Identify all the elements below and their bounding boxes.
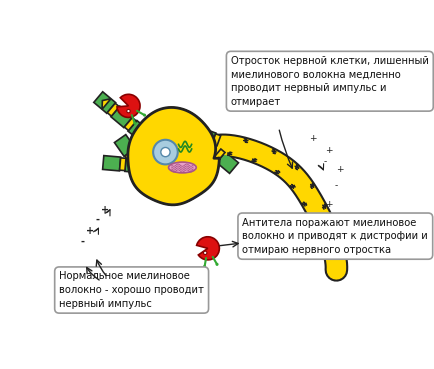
Polygon shape xyxy=(148,134,166,154)
Text: +: + xyxy=(325,200,332,209)
Circle shape xyxy=(143,114,146,117)
Text: Антитела поражают миелиновое
волокно и приводят к дистрофии и
отмираю нервного о: Антитела поражают миелиновое волокно и п… xyxy=(243,218,428,255)
Polygon shape xyxy=(212,134,221,146)
Polygon shape xyxy=(127,153,148,175)
Circle shape xyxy=(161,148,170,157)
Polygon shape xyxy=(188,170,202,178)
Polygon shape xyxy=(154,155,172,175)
Polygon shape xyxy=(107,103,119,116)
Polygon shape xyxy=(102,156,121,171)
Polygon shape xyxy=(125,158,143,173)
Polygon shape xyxy=(138,167,151,179)
Wedge shape xyxy=(117,94,140,117)
Polygon shape xyxy=(140,171,161,193)
Polygon shape xyxy=(213,149,225,162)
Polygon shape xyxy=(184,175,201,195)
Polygon shape xyxy=(128,107,220,205)
Text: +: + xyxy=(336,165,344,174)
Polygon shape xyxy=(159,172,172,180)
Text: Нормальное миелиновое
волокно - хорошо проводит
нервный импульс: Нормальное миелиновое волокно - хорошо п… xyxy=(59,272,204,308)
Polygon shape xyxy=(102,99,111,109)
Text: -: - xyxy=(335,181,338,190)
Text: +: + xyxy=(325,146,332,155)
Text: -: - xyxy=(95,215,100,225)
Polygon shape xyxy=(160,177,178,197)
Polygon shape xyxy=(217,135,235,152)
Circle shape xyxy=(216,263,219,266)
Polygon shape xyxy=(125,149,138,161)
Circle shape xyxy=(153,140,178,165)
Text: -: - xyxy=(80,237,84,246)
Ellipse shape xyxy=(168,162,196,173)
Text: +: + xyxy=(101,205,109,215)
Text: -: - xyxy=(323,158,326,166)
Text: +: + xyxy=(309,134,317,144)
Circle shape xyxy=(127,109,130,113)
Polygon shape xyxy=(111,106,133,128)
Polygon shape xyxy=(128,121,150,142)
Polygon shape xyxy=(94,92,116,113)
Polygon shape xyxy=(189,153,207,173)
Circle shape xyxy=(133,122,136,125)
Polygon shape xyxy=(197,128,216,145)
Wedge shape xyxy=(197,237,219,260)
Polygon shape xyxy=(195,132,213,152)
Polygon shape xyxy=(125,118,136,131)
Polygon shape xyxy=(128,107,220,205)
Polygon shape xyxy=(119,158,126,170)
Polygon shape xyxy=(217,152,238,173)
Circle shape xyxy=(204,251,207,255)
Polygon shape xyxy=(153,151,167,159)
Polygon shape xyxy=(194,148,207,156)
Polygon shape xyxy=(200,138,221,159)
Text: Отросток нервной клетки, лишенный
миелинового волокна медленно
проводит нервный : Отросток нервной клетки, лишенный миелин… xyxy=(231,56,429,107)
Polygon shape xyxy=(115,135,135,156)
Text: +: + xyxy=(86,225,94,236)
Circle shape xyxy=(203,265,206,268)
